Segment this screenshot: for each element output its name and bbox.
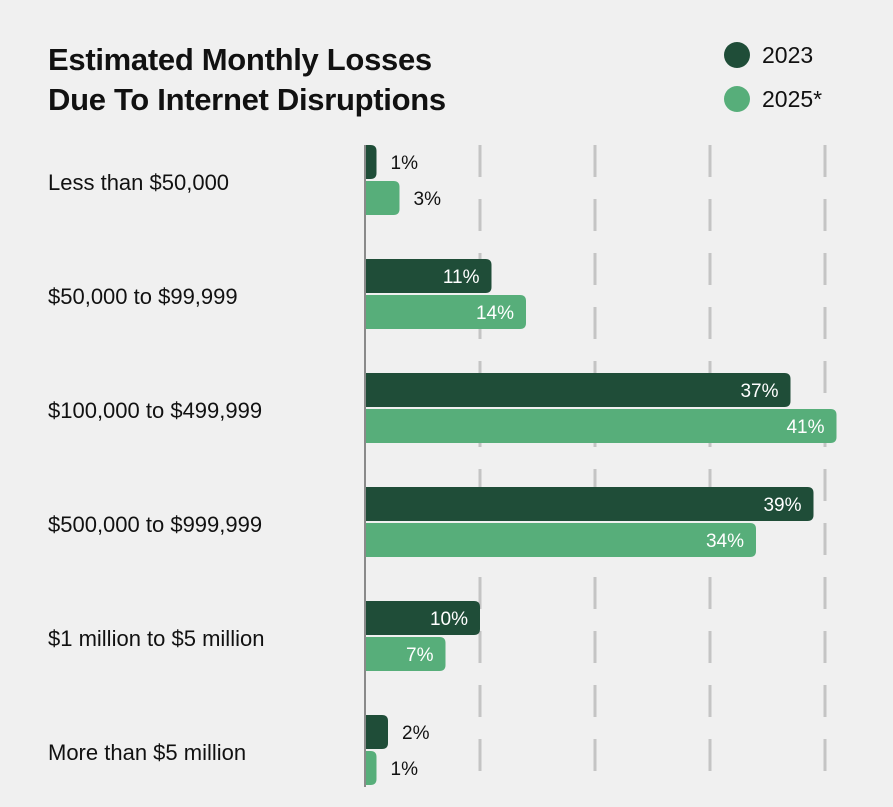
- category-label-5: More than $5 million: [48, 740, 246, 765]
- legend-item-2025: 2025*: [724, 84, 822, 114]
- bar-2025-5: [365, 751, 377, 785]
- data-label-2025-5: 1%: [391, 759, 419, 780]
- bar-2023-2: [365, 373, 791, 407]
- data-label-2025-2: 41%: [786, 417, 824, 438]
- data-label-2023-4: 10%: [430, 609, 468, 630]
- chart-title: Estimated Monthly Losses Due To Internet…: [48, 40, 446, 120]
- category-label-2: $100,000 to $499,999: [48, 398, 262, 423]
- data-label-2023-3: 39%: [763, 495, 801, 516]
- bar-2023-5: [365, 715, 388, 749]
- bar-2023-0: [365, 145, 377, 179]
- data-label-2023-1: 11%: [443, 267, 480, 288]
- legend-item-2023: 2023: [724, 40, 822, 70]
- data-label-2025-4: 7%: [406, 645, 434, 666]
- bar-2025-3: [365, 523, 756, 557]
- category-label-4: $1 million to $5 million: [48, 626, 264, 651]
- data-label-2025-0: 3%: [414, 189, 442, 210]
- bar-2025-0: [365, 181, 400, 215]
- data-label-2023-2: 37%: [740, 381, 778, 402]
- bar-2023-1: [365, 259, 492, 293]
- data-label-2025-1: 14%: [476, 303, 514, 324]
- bar-2025-4: [365, 637, 446, 671]
- category-label-0: Less than $50,000: [48, 170, 229, 195]
- data-label-2023-5: 2%: [402, 723, 430, 744]
- data-label-2025-3: 34%: [706, 531, 744, 552]
- chart-legend: 2023 2025*: [724, 40, 822, 128]
- bar-2023-3: [365, 487, 814, 521]
- category-label-1: $50,000 to $99,999: [48, 284, 238, 309]
- legend-label-2023: 2023: [762, 41, 814, 68]
- chart-title-line-1: Estimated Monthly Losses: [48, 42, 432, 77]
- legend-swatch-2023: [724, 42, 750, 68]
- category-label-3: $500,000 to $999,999: [48, 512, 262, 537]
- legend-label-2025: 2025*: [762, 85, 823, 112]
- bar-2025-1: [365, 295, 526, 329]
- chart-title-line-2: Due To Internet Disruptions: [48, 82, 446, 117]
- data-label-2023-0: 1%: [391, 153, 419, 174]
- legend-swatch-2025: [724, 86, 750, 112]
- bar-2025-2: [365, 409, 837, 443]
- bar-2023-4: [365, 601, 480, 635]
